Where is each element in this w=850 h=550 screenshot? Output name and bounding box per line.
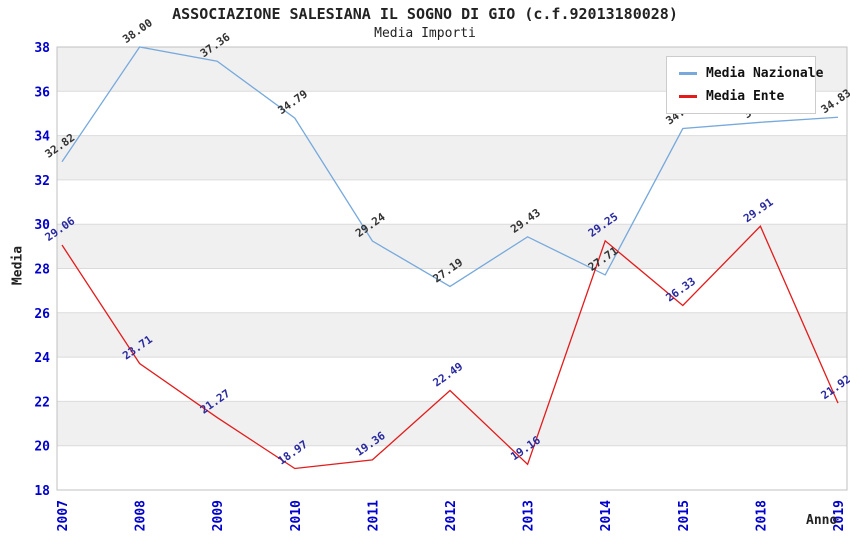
x-tick-label: 2019 xyxy=(832,500,847,531)
y-tick-label: 28 xyxy=(34,263,50,278)
x-tick-label: 2009 xyxy=(211,500,226,531)
x-axis-label: Anno xyxy=(806,513,838,528)
point-label-ente: 29.91 xyxy=(741,195,776,225)
y-tick-label: 30 xyxy=(34,218,50,233)
x-tick-label: 2013 xyxy=(522,500,537,531)
legend-label-nazionale: Media Nazionale xyxy=(706,66,824,81)
y-tick-label: 32 xyxy=(34,174,50,189)
point-label-ente: 22.49 xyxy=(431,360,466,390)
y-tick-label: 20 xyxy=(34,440,50,455)
chart-subtitle: Media Importi xyxy=(374,26,476,41)
legend: Media Nazionale Media Ente xyxy=(666,56,823,114)
x-tick-label: 2007 xyxy=(56,500,71,531)
legend-swatch-nazionale-icon xyxy=(679,72,697,75)
series-line-media-ente xyxy=(61,225,839,470)
point-label-nazionale: 34.79 xyxy=(275,87,310,117)
legend-swatch-ente-icon xyxy=(679,95,697,98)
plot-band xyxy=(57,312,847,358)
x-tick-label: 2010 xyxy=(289,500,304,531)
x-tick-label: 2014 xyxy=(599,500,614,531)
plot-band xyxy=(57,135,847,180)
plot-band xyxy=(57,401,847,446)
y-tick-label: 18 xyxy=(34,484,50,499)
x-tick-label: 2011 xyxy=(366,500,381,531)
y-tick-label: 36 xyxy=(34,85,50,100)
y-axis-label: Media xyxy=(10,245,26,286)
y-tick-label: 24 xyxy=(34,351,50,366)
plot-band xyxy=(57,224,847,269)
x-tick-label: 2018 xyxy=(754,500,769,531)
y-tick-label: 26 xyxy=(34,307,50,322)
x-tick-label: 2008 xyxy=(134,500,149,531)
y-tick-label: 22 xyxy=(34,395,50,410)
chart-title: ASSOCIAZIONE SALESIANA IL SOGNO DI GIO (… xyxy=(172,5,678,23)
legend-item-media-ente: Media Ente xyxy=(679,89,805,104)
point-label-ente: 21.92 xyxy=(819,372,850,402)
x-tick-label: 2015 xyxy=(677,500,692,531)
y-tick-label: 34 xyxy=(34,130,50,145)
y-tick-label: 38 xyxy=(34,41,50,56)
series-line-media-nazionale xyxy=(61,46,839,288)
legend-item-media-nazionale: Media Nazionale xyxy=(679,66,823,81)
plot-border xyxy=(56,46,848,491)
point-label-ente: 26.33 xyxy=(663,275,698,305)
legend-label-ente: Media Ente xyxy=(706,89,785,104)
x-tick-label: 2012 xyxy=(444,500,459,531)
